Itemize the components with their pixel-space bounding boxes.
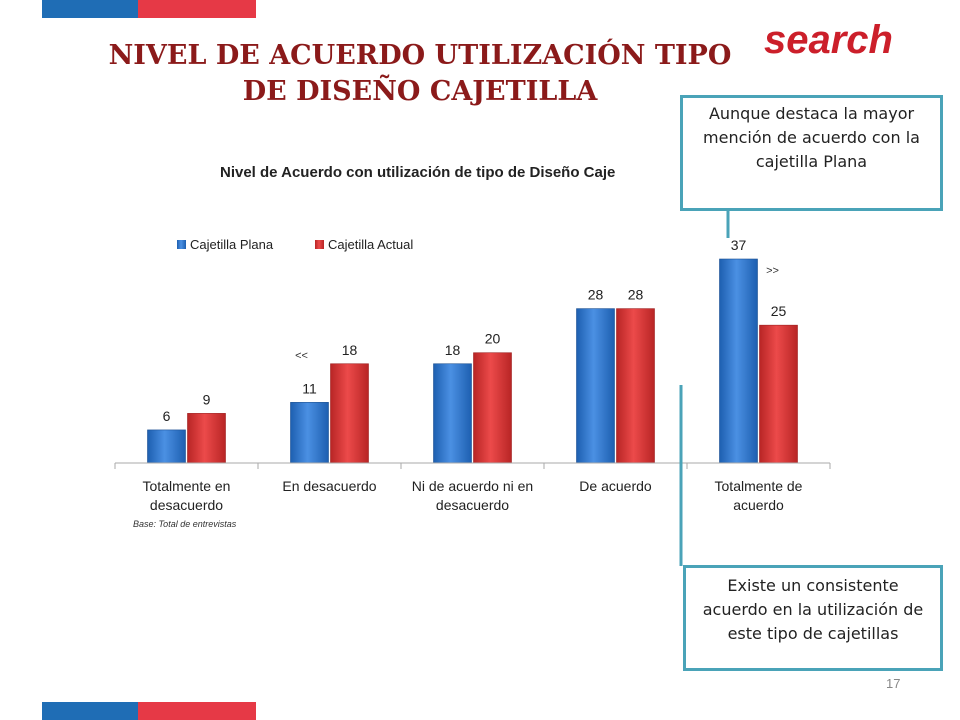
callout-top: Aunque destaca la mayor mención de acuer…: [680, 95, 943, 211]
chart-footnote: Base: Total de entrevistas: [133, 519, 237, 529]
legend-label: Cajetilla Plana: [190, 237, 274, 252]
flag-blue-segment: [42, 702, 138, 720]
significance-marker: <<: [295, 350, 308, 362]
flag-stripe-top: [42, 0, 256, 18]
bar: [187, 413, 226, 464]
bar: [147, 429, 186, 464]
callout-bottom: Existe un consistente acuerdo en la util…: [683, 565, 943, 671]
category-label: desacuerdo: [436, 497, 509, 513]
slide-title-line-1: NIVEL DE ACUERDO UTILIZACIÓN TIPO: [108, 40, 732, 71]
category-label: De acuerdo: [579, 478, 652, 494]
bar: [616, 308, 655, 464]
category-label: Ni de acuerdo ni en: [412, 478, 533, 494]
bar: [290, 402, 329, 464]
flag-stripe-bottom: [42, 702, 256, 720]
category-label: desacuerdo: [150, 497, 223, 513]
bar-value-label: 6: [163, 408, 171, 424]
bar-value-label: 18: [445, 342, 461, 358]
bar-value-label: 18: [342, 342, 358, 358]
flag-blue-segment: [42, 0, 138, 18]
bar: [719, 258, 758, 464]
flag-red-segment: [138, 702, 256, 720]
bar-value-label: 37: [731, 237, 747, 253]
bar: [433, 363, 472, 464]
bar-value-label: 9: [203, 391, 211, 407]
chart-axis: Totalmente en desacuerdo En desacuerdo Ni d…: [114, 462, 831, 513]
bar-value-label: 25: [771, 303, 787, 319]
legend-swatch: [315, 240, 324, 249]
slide-title-line-2: DE DISEÑO CAJETILLA: [242, 76, 598, 107]
chart-legend: Cajetilla Plana Cajetilla Actual: [177, 237, 413, 252]
flag-red-segment: [138, 0, 256, 18]
category-label: En desacuerdo: [282, 478, 376, 494]
chart-bars: 6 9 11 18 18 20 28 28 37 25 << >>: [147, 237, 798, 464]
category-label: Totalmente de: [715, 478, 803, 494]
page-number: 17: [886, 676, 901, 691]
bar: [759, 324, 798, 464]
chart-title: Nivel de Acuerdo con utilización de tipo…: [220, 164, 615, 181]
legend-label: Cajetilla Actual: [328, 237, 413, 252]
bar-value-label: 11: [302, 380, 317, 396]
bar: [576, 308, 615, 464]
bar-value-label: 28: [588, 287, 604, 303]
bar-value-label: 20: [485, 331, 501, 347]
category-label: acuerdo: [733, 497, 784, 513]
slide-title: NIVEL DE ACUERDO UTILIZACIÓN TIPO DE DIS…: [60, 38, 780, 110]
bar: [330, 363, 369, 464]
category-label: Totalmente en: [143, 478, 231, 494]
bar: [473, 352, 512, 464]
bar-value-label: 28: [628, 287, 644, 303]
legend-swatch: [177, 240, 186, 249]
brand-logo: search: [764, 18, 893, 62]
significance-marker: >>: [766, 265, 779, 277]
